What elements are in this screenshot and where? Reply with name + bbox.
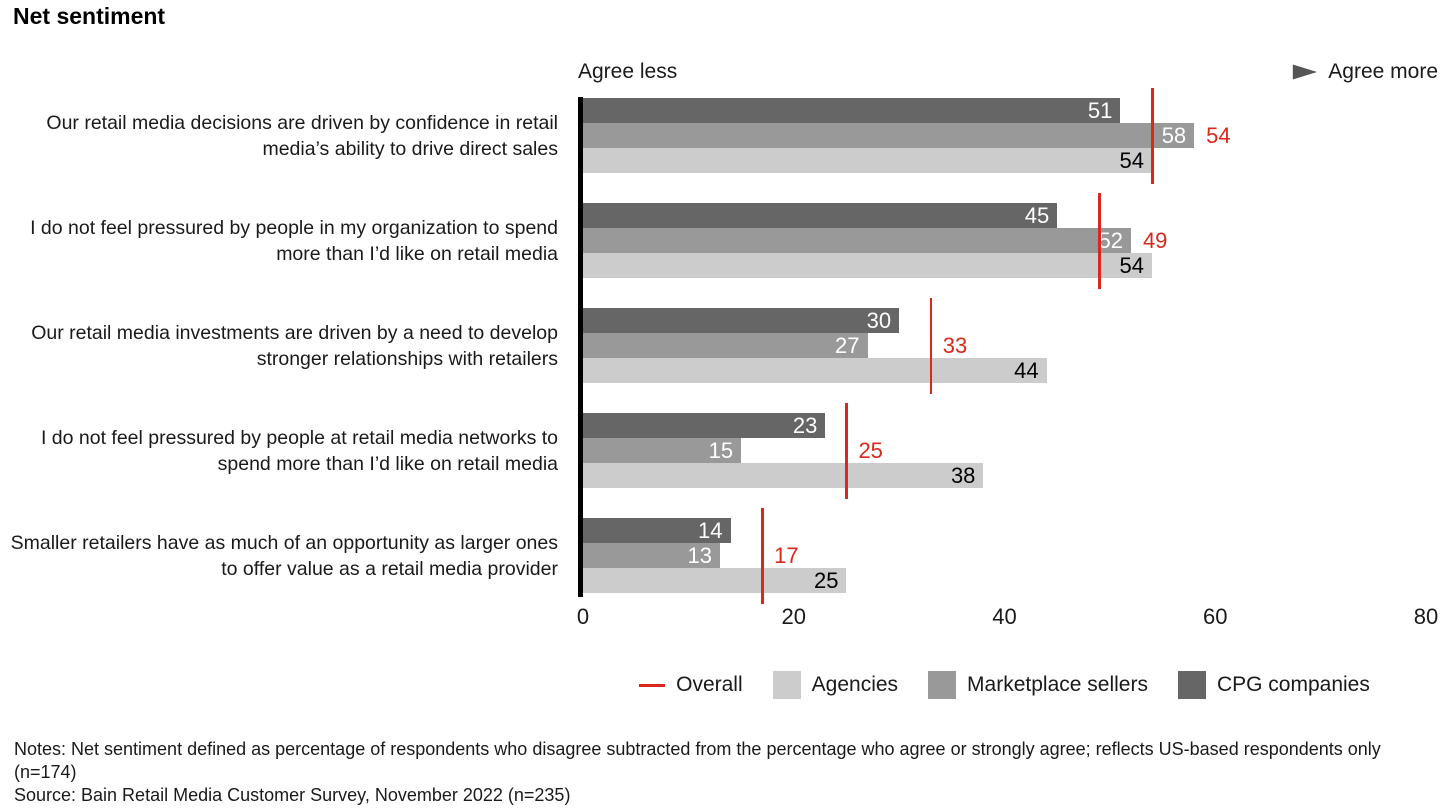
- legend-item-agencies: Agencies: [772, 671, 899, 699]
- overall-value-label: 54: [1206, 122, 1231, 148]
- overall-line: [1098, 193, 1101, 289]
- bar-marketplace: 27: [583, 333, 868, 358]
- overall-line: [929, 298, 933, 394]
- legend: Overall Agencies Marketplace sellers CPG…: [583, 668, 1426, 702]
- agree-more-label: Agree more: [1328, 60, 1438, 83]
- overall-line: [1151, 88, 1154, 184]
- bar-agencies: 25: [583, 568, 847, 593]
- axis-annotation: Agree less Agree more: [578, 57, 1438, 87]
- bar-value-label: 58: [1161, 123, 1187, 148]
- x-axis-tick-label: 40: [992, 604, 1017, 629]
- x-axis-tick-label: 60: [1203, 604, 1228, 629]
- legend-label: Marketplace sellers: [967, 673, 1148, 696]
- bar-agencies: 54: [583, 253, 1153, 278]
- bar-cpg: 23: [583, 413, 826, 438]
- bar-cpg: 14: [583, 518, 731, 543]
- bar-value-label: 54: [1119, 253, 1145, 278]
- bar-value-label: 25: [813, 568, 839, 593]
- agencies-swatch: [772, 671, 801, 699]
- bar-value-label: 13: [687, 543, 712, 568]
- bar-value-label: 38: [950, 463, 976, 488]
- bar-cpg: 30: [583, 308, 900, 333]
- legend-item-overall: Overall: [639, 673, 743, 697]
- chart-title: Net sentiment: [13, 3, 166, 29]
- bar-value-label: 52: [1098, 228, 1123, 253]
- bar-value-label: 14: [698, 518, 723, 543]
- overall-value-label: 25: [858, 437, 883, 463]
- x-axis-tick-label: 0: [576, 604, 590, 629]
- overall-line: [761, 508, 764, 604]
- notes-text: Notes: Net sentiment defined as percenta…: [14, 739, 1381, 782]
- marketplace-sellers-swatch: [928, 671, 957, 699]
- bar-agencies: 54: [583, 148, 1153, 173]
- y-axis-line: [578, 97, 583, 597]
- overall-line-marker: [639, 683, 666, 687]
- category-label: I do not feel pressured by people in my …: [30, 216, 558, 265]
- agree-less-label: Agree less: [578, 60, 678, 83]
- bar-cpg: 45: [583, 203, 1058, 228]
- overall-value-label: 49: [1142, 227, 1168, 253]
- bar-marketplace: 58: [583, 123, 1195, 148]
- bar-value-label: 30: [866, 308, 892, 333]
- category-label: Our retail media investments are driven …: [31, 321, 558, 370]
- cpg-companies-swatch: [1177, 671, 1206, 699]
- category-label: I do not feel pressured by people at ret…: [40, 426, 558, 475]
- legend-label: Overall: [676, 673, 743, 696]
- bar-value-label: 23: [792, 413, 818, 438]
- source-text: Source: Bain Retail Media Customer Surve…: [14, 785, 571, 805]
- bar-marketplace: 52: [583, 228, 1131, 253]
- bar-marketplace: 15: [583, 438, 742, 463]
- overall-value-label: 33: [942, 332, 968, 358]
- x-axis-tick-label: 20: [781, 604, 806, 629]
- legend-label: CPG companies: [1216, 673, 1370, 696]
- bar-value-label: 54: [1119, 148, 1145, 173]
- bar-value-label: 45: [1024, 203, 1050, 228]
- legend-item-marketplace-sellers: Marketplace sellers: [928, 671, 1148, 699]
- bar-value-label: 44: [1014, 358, 1039, 383]
- overall-value-label: 17: [774, 542, 799, 568]
- legend-label: Agencies: [811, 673, 899, 696]
- bar-cpg: 51: [583, 98, 1121, 123]
- overall-line: [845, 403, 848, 499]
- bar-marketplace: 13: [583, 543, 720, 568]
- category-label: Our retail media decisions are driven by…: [46, 111, 558, 160]
- bar-value-label: 27: [835, 333, 860, 358]
- x-axis-tick-label: 80: [1413, 604, 1439, 629]
- bar-agencies: 44: [583, 358, 1047, 383]
- bar-agencies: 38: [583, 463, 984, 488]
- direction-arrow-icon: [687, 64, 1318, 80]
- bar-value-label: 51: [1087, 98, 1113, 123]
- bar-value-label: 15: [708, 438, 734, 463]
- legend-item-cpg-companies: CPG companies: [1177, 671, 1370, 699]
- category-label: Smaller retailers have as much of an opp…: [10, 531, 558, 580]
